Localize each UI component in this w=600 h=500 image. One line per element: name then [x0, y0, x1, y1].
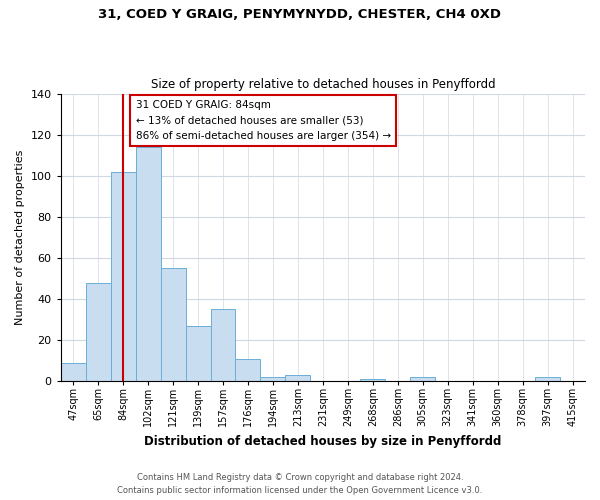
Bar	[86, 282, 110, 381]
Bar	[110, 172, 136, 381]
Bar	[211, 310, 235, 381]
Bar	[535, 377, 560, 381]
Bar	[235, 358, 260, 381]
Text: Contains HM Land Registry data © Crown copyright and database right 2024.
Contai: Contains HM Land Registry data © Crown c…	[118, 474, 482, 495]
Bar	[410, 377, 435, 381]
Y-axis label: Number of detached properties: Number of detached properties	[15, 150, 25, 325]
Bar	[185, 326, 211, 381]
X-axis label: Distribution of detached houses by size in Penyffordd: Distribution of detached houses by size …	[144, 434, 502, 448]
Bar	[136, 147, 161, 381]
Bar	[286, 375, 310, 381]
Bar	[161, 268, 185, 381]
Bar	[61, 362, 86, 381]
Bar	[260, 377, 286, 381]
Title: Size of property relative to detached houses in Penyffordd: Size of property relative to detached ho…	[151, 78, 495, 91]
Bar	[361, 379, 385, 381]
Text: 31, COED Y GRAIG, PENYMYNYDD, CHESTER, CH4 0XD: 31, COED Y GRAIG, PENYMYNYDD, CHESTER, C…	[98, 8, 502, 20]
Text: 31 COED Y GRAIG: 84sqm
← 13% of detached houses are smaller (53)
86% of semi-det: 31 COED Y GRAIG: 84sqm ← 13% of detached…	[136, 100, 391, 141]
